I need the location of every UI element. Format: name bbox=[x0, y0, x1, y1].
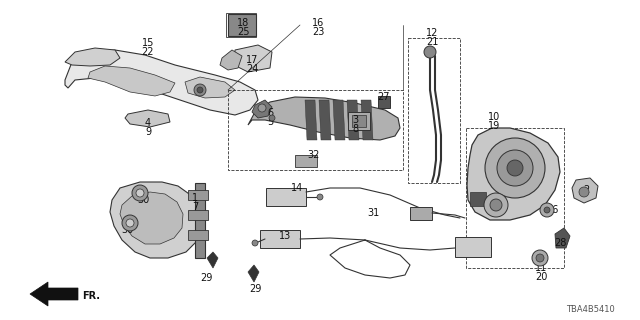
Text: 32: 32 bbox=[308, 150, 320, 160]
Text: 27: 27 bbox=[377, 92, 389, 102]
Text: 15: 15 bbox=[142, 38, 154, 48]
Polygon shape bbox=[333, 100, 345, 140]
Circle shape bbox=[122, 215, 138, 231]
Polygon shape bbox=[220, 50, 242, 70]
Polygon shape bbox=[234, 45, 272, 72]
Polygon shape bbox=[361, 100, 373, 140]
Text: 30: 30 bbox=[137, 195, 149, 205]
Circle shape bbox=[484, 193, 508, 217]
Text: TBA4B5410: TBA4B5410 bbox=[566, 305, 614, 314]
Circle shape bbox=[490, 199, 502, 211]
Bar bbox=[410, 207, 432, 220]
Bar bbox=[352, 115, 366, 127]
Text: 16: 16 bbox=[312, 18, 324, 28]
Polygon shape bbox=[125, 110, 170, 127]
Text: 25: 25 bbox=[237, 27, 249, 37]
Text: 29: 29 bbox=[249, 284, 261, 294]
Text: 7: 7 bbox=[192, 202, 198, 212]
Polygon shape bbox=[467, 128, 560, 220]
Text: 22: 22 bbox=[141, 47, 154, 57]
Polygon shape bbox=[120, 192, 183, 244]
Polygon shape bbox=[555, 228, 570, 248]
Text: FR.: FR. bbox=[82, 291, 100, 301]
Text: 21: 21 bbox=[426, 37, 438, 47]
Circle shape bbox=[540, 203, 554, 217]
Polygon shape bbox=[572, 178, 598, 203]
Bar bbox=[266, 188, 306, 206]
Polygon shape bbox=[248, 97, 400, 140]
Bar bbox=[295, 155, 317, 167]
Bar bbox=[466, 128, 564, 268]
Circle shape bbox=[197, 87, 203, 93]
Text: 5: 5 bbox=[267, 117, 273, 127]
Polygon shape bbox=[65, 48, 120, 66]
Text: 17: 17 bbox=[246, 55, 258, 65]
Bar bbox=[455, 237, 491, 257]
Bar bbox=[260, 230, 300, 248]
Circle shape bbox=[497, 150, 533, 186]
Bar bbox=[195, 183, 205, 258]
Polygon shape bbox=[207, 252, 218, 268]
Bar bbox=[226, 13, 256, 37]
Bar bbox=[228, 90, 403, 170]
Bar bbox=[378, 96, 390, 108]
Polygon shape bbox=[30, 282, 78, 306]
Circle shape bbox=[252, 240, 258, 246]
Text: 28: 28 bbox=[554, 238, 566, 248]
Bar bbox=[348, 112, 370, 130]
Text: 6: 6 bbox=[267, 108, 273, 118]
Text: 9: 9 bbox=[145, 127, 151, 137]
Text: 23: 23 bbox=[312, 27, 324, 37]
Text: 2: 2 bbox=[583, 185, 589, 195]
Circle shape bbox=[536, 254, 544, 262]
Bar bbox=[228, 14, 256, 36]
Circle shape bbox=[317, 194, 323, 200]
Bar bbox=[188, 190, 208, 200]
Text: 19: 19 bbox=[488, 121, 500, 131]
Text: 24: 24 bbox=[246, 64, 258, 74]
Text: 26: 26 bbox=[546, 205, 558, 215]
Text: 1: 1 bbox=[192, 193, 198, 203]
Text: 12: 12 bbox=[426, 28, 438, 38]
Text: 18: 18 bbox=[237, 18, 249, 28]
Circle shape bbox=[424, 46, 436, 58]
Circle shape bbox=[126, 219, 134, 227]
Circle shape bbox=[544, 207, 550, 213]
Circle shape bbox=[532, 250, 548, 266]
Circle shape bbox=[194, 84, 206, 96]
Bar bbox=[408, 38, 460, 183]
Polygon shape bbox=[347, 100, 359, 140]
Polygon shape bbox=[185, 77, 235, 98]
Circle shape bbox=[258, 104, 266, 112]
Circle shape bbox=[136, 189, 144, 197]
Text: 4: 4 bbox=[145, 118, 151, 128]
Bar bbox=[470, 192, 486, 206]
Text: 10: 10 bbox=[488, 112, 500, 122]
Text: 8: 8 bbox=[352, 124, 358, 134]
Text: 11: 11 bbox=[535, 263, 547, 273]
Circle shape bbox=[507, 160, 523, 176]
Circle shape bbox=[579, 187, 589, 197]
Circle shape bbox=[485, 138, 545, 198]
Polygon shape bbox=[65, 50, 258, 115]
Text: 31: 31 bbox=[367, 208, 379, 218]
Circle shape bbox=[132, 185, 148, 201]
Bar bbox=[188, 210, 208, 220]
Text: 20: 20 bbox=[535, 272, 547, 282]
Text: 3: 3 bbox=[352, 115, 358, 125]
Polygon shape bbox=[319, 100, 331, 140]
Polygon shape bbox=[252, 100, 272, 118]
Polygon shape bbox=[248, 265, 259, 282]
Polygon shape bbox=[110, 182, 204, 258]
Text: 30: 30 bbox=[121, 225, 133, 235]
Text: 29: 29 bbox=[200, 273, 212, 283]
Polygon shape bbox=[305, 100, 317, 140]
Bar bbox=[188, 230, 208, 240]
Circle shape bbox=[269, 115, 275, 121]
Polygon shape bbox=[88, 66, 175, 96]
Text: 14: 14 bbox=[291, 183, 303, 193]
Text: 13: 13 bbox=[279, 231, 291, 241]
